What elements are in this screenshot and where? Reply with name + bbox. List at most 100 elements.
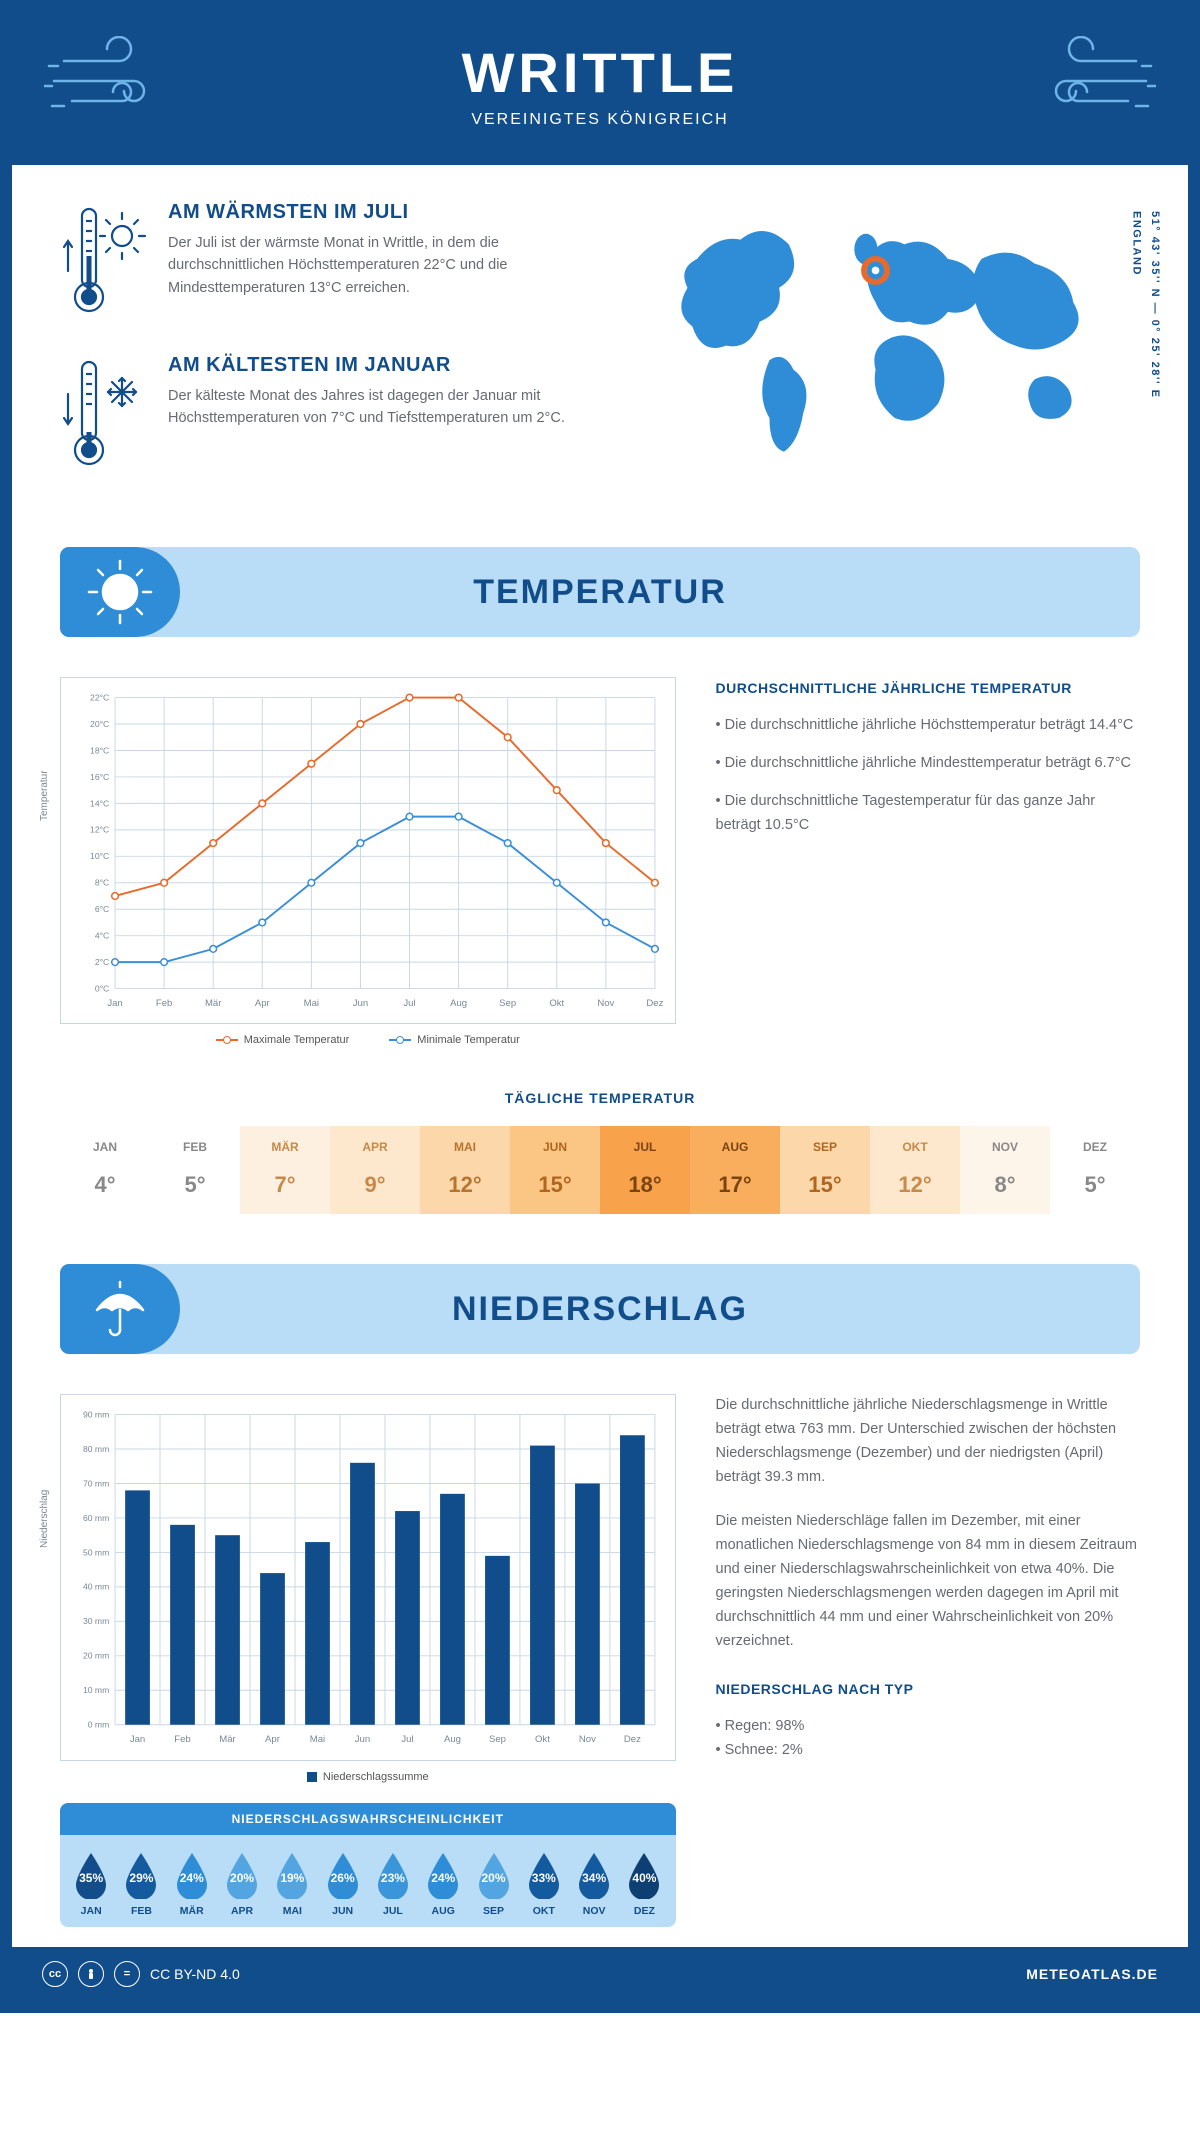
svg-text:70 mm: 70 mm: [83, 1479, 109, 1489]
precip-type-item: • Schnee: 2%: [716, 1739, 1140, 1763]
footer-license: CC BY-ND 4.0: [150, 1966, 240, 1982]
svg-text:4°C: 4°C: [95, 931, 109, 941]
svg-text:Jan: Jan: [107, 998, 122, 1009]
svg-text:8°C: 8°C: [95, 878, 109, 888]
svg-text:Mär: Mär: [219, 1734, 236, 1745]
precip-bar-chart: Niederschlag 0 mm10 mm20 mm30 mm40 mm50 …: [60, 1394, 676, 1761]
wind-icon: [1016, 36, 1156, 131]
daily-temp-cell: NOV8°: [960, 1126, 1050, 1214]
precip-legend-label: Niederschlagssumme: [323, 1771, 429, 1783]
svg-text:20 mm: 20 mm: [83, 1651, 109, 1661]
svg-text:80 mm: 80 mm: [83, 1444, 109, 1454]
thermometer-sun-icon: [60, 201, 150, 326]
daily-temp-cell: APR9°: [330, 1126, 420, 1214]
daily-temp-cell: AUG17°: [690, 1126, 780, 1214]
prob-cell: 26%JUN: [317, 1849, 367, 1917]
svg-text:90 mm: 90 mm: [83, 1410, 109, 1420]
temp-y-label: Temperatur: [39, 770, 50, 821]
svg-text:30 mm: 30 mm: [83, 1617, 109, 1627]
by-icon: [78, 1961, 104, 1987]
svg-text:Aug: Aug: [444, 1734, 461, 1745]
precip-summary: Die durchschnittliche jährliche Niedersc…: [716, 1394, 1140, 1927]
svg-text:Jun: Jun: [355, 1734, 370, 1745]
temp-line-chart: Temperatur 0°C2°C4°C6°C8°C10°C12°C14°C16…: [60, 677, 676, 1024]
svg-text:0°C: 0°C: [95, 983, 109, 993]
svg-text:10°C: 10°C: [90, 851, 109, 861]
section-head-temp: TEMPERATUR: [60, 547, 1140, 637]
svg-text:Mai: Mai: [304, 998, 319, 1009]
coords-lat: 51° 43' 35'' N — 0° 25' 28'' E: [1149, 211, 1161, 399]
svg-text:Jan: Jan: [130, 1734, 145, 1745]
svg-text:0 mm: 0 mm: [88, 1720, 110, 1730]
temp-bullet: • Die durchschnittliche jährliche Mindes…: [716, 752, 1140, 776]
footer-brand: METEOATLAS.DE: [1026, 1966, 1158, 1982]
wind-icon: [44, 36, 184, 131]
svg-text:Sep: Sep: [499, 998, 516, 1009]
legend-max: Maximale Temperatur: [244, 1034, 350, 1046]
prob-cell: 29%FEB: [116, 1849, 166, 1917]
svg-text:18°C: 18°C: [90, 745, 109, 755]
svg-text:10 mm: 10 mm: [83, 1686, 109, 1696]
temp-summary: DURCHSCHNITTLICHE JÄHRLICHE TEMPERATUR •…: [716, 677, 1140, 1046]
daily-temp-table: TÄGLICHE TEMPERATUR JAN4°FEB5°MÄR7°APR9°…: [60, 1090, 1140, 1214]
fact-warm-text: Der Juli ist der wärmste Monat in Writtl…: [168, 232, 610, 299]
prob-cell: 35%JAN: [66, 1849, 116, 1917]
prob-title: NIEDERSCHLAGSWAHRSCHEINLICHKEIT: [60, 1803, 676, 1835]
daily-temp-cell: JUN15°: [510, 1126, 600, 1214]
svg-text:6°C: 6°C: [95, 904, 109, 914]
svg-text:Jul: Jul: [403, 998, 415, 1009]
fact-warm-title: AM WÄRMSTEN IM JULI: [168, 201, 610, 224]
svg-text:Dez: Dez: [624, 1734, 641, 1745]
prob-cell: 34%NOV: [569, 1849, 619, 1917]
svg-text:50 mm: 50 mm: [83, 1548, 109, 1558]
prob-cell: 24%AUG: [418, 1849, 468, 1917]
svg-text:16°C: 16°C: [90, 772, 109, 782]
precip-y-label: Niederschlag: [39, 1489, 50, 1547]
daily-temp-cell: JUL18°: [600, 1126, 690, 1214]
svg-text:40 mm: 40 mm: [83, 1582, 109, 1592]
svg-text:Sep: Sep: [489, 1734, 506, 1745]
svg-text:Jun: Jun: [353, 998, 368, 1009]
svg-text:Jul: Jul: [401, 1734, 413, 1745]
prob-cell: 20%SEP: [468, 1849, 518, 1917]
daily-temp-cell: MAI12°: [420, 1126, 510, 1214]
section-title-temp: TEMPERATUR: [473, 573, 727, 612]
precip-probability: NIEDERSCHLAGSWAHRSCHEINLICHKEIT 35%JAN29…: [60, 1803, 676, 1927]
fact-cold-title: AM KÄLTESTEN IM JANUAR: [168, 354, 610, 377]
umbrella-icon: [60, 1264, 180, 1354]
svg-text:Okt: Okt: [549, 998, 564, 1009]
prob-cell: 20%APR: [217, 1849, 267, 1917]
prob-cell: 23%JUL: [368, 1849, 418, 1917]
svg-text:Aug: Aug: [450, 998, 467, 1009]
prob-cell: 19%MAI: [267, 1849, 317, 1917]
cc-icon: cc: [42, 1961, 68, 1987]
daily-temp-cell: DEZ5°: [1050, 1126, 1140, 1214]
temp-bullet: • Die durchschnittliche Tagestemperatur …: [716, 790, 1140, 838]
section-head-precip: NIEDERSCHLAG: [60, 1264, 1140, 1354]
svg-text:Mär: Mär: [205, 998, 222, 1009]
svg-text:20°C: 20°C: [90, 719, 109, 729]
daily-temp-cell: MÄR7°: [240, 1126, 330, 1214]
header: WRITTLE VEREINIGTES KÖNIGREICH: [12, 12, 1188, 165]
temp-legend: Maximale Temperatur Minimale Temperatur: [60, 1034, 676, 1046]
prob-cell: 24%MÄR: [167, 1849, 217, 1917]
coords-region: ENGLAND: [1130, 211, 1142, 276]
precip-type-item: • Regen: 98%: [716, 1715, 1140, 1739]
svg-text:Feb: Feb: [174, 1734, 190, 1745]
prob-cell: 40%DEZ: [619, 1849, 669, 1917]
daily-temp-cell: SEP15°: [780, 1126, 870, 1214]
svg-text:Apr: Apr: [265, 1734, 281, 1745]
svg-text:60 mm: 60 mm: [83, 1513, 109, 1523]
world-map: 51° 43' 35'' N — 0° 25' 28'' E ENGLAND: [640, 201, 1140, 507]
page-title: WRITTLE: [32, 40, 1168, 105]
svg-text:12°C: 12°C: [90, 825, 109, 835]
daily-temp-cell: FEB5°: [150, 1126, 240, 1214]
svg-text:14°C: 14°C: [90, 798, 109, 808]
prob-cell: 33%OKT: [519, 1849, 569, 1917]
precip-legend: Niederschlagssumme: [60, 1771, 676, 1783]
svg-text:Apr: Apr: [255, 998, 271, 1009]
svg-text:Nov: Nov: [579, 1734, 596, 1745]
nd-icon: =: [114, 1961, 140, 1987]
temp-summary-heading: DURCHSCHNITTLICHE JÄHRLICHE TEMPERATUR: [716, 677, 1140, 700]
precip-type-heading: NIEDERSCHLAG NACH TYP: [716, 1678, 1140, 1701]
